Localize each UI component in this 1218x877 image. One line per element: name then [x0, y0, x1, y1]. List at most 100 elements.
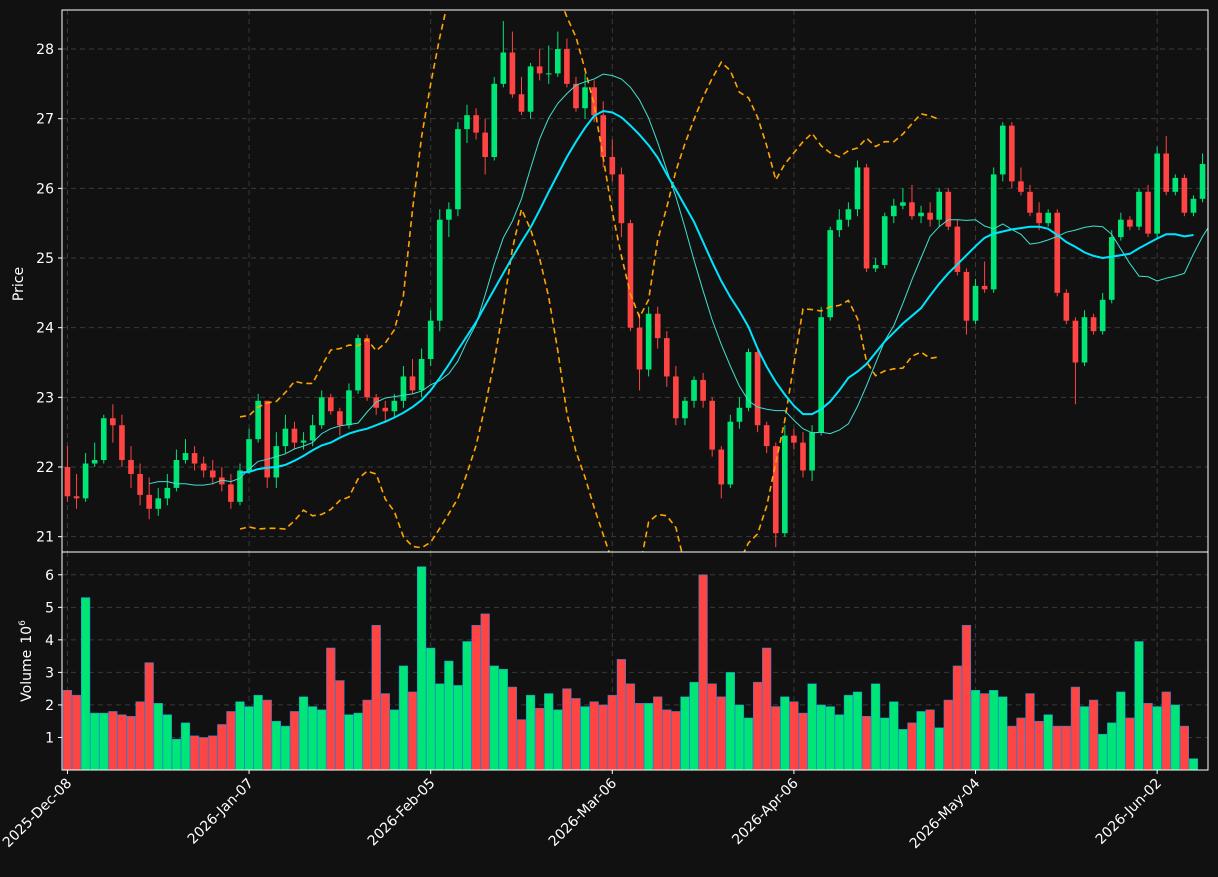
volume-bar	[771, 706, 781, 770]
candle	[918, 205, 924, 224]
candle	[936, 188, 943, 227]
lower-band-line	[239, 206, 940, 552]
candle-body	[110, 418, 116, 426]
candle	[364, 334, 370, 401]
candle	[854, 160, 861, 217]
candle	[346, 383, 352, 429]
candle-body	[800, 442, 806, 471]
volume-bar	[1107, 722, 1117, 770]
candle	[691, 376, 697, 408]
candle-body	[845, 209, 852, 220]
candle	[754, 348, 761, 433]
candle	[355, 334, 361, 394]
candle-body	[164, 487, 171, 499]
volume-bar	[99, 712, 109, 770]
candle	[663, 331, 670, 387]
volume-bar	[1061, 725, 1071, 770]
candle-body	[727, 421, 734, 485]
candle-body	[963, 271, 970, 321]
candle-body	[73, 496, 80, 499]
volume-bar	[644, 703, 654, 770]
candle-body	[482, 132, 488, 157]
candle	[673, 365, 679, 426]
volume-bar	[462, 641, 472, 770]
price-tick-label: 26	[36, 181, 54, 197]
candle	[954, 219, 961, 276]
volume-bar	[435, 683, 445, 770]
volume-bar	[544, 693, 554, 770]
price-marks	[64, 10, 1208, 552]
candle	[1072, 317, 1079, 405]
price-tick-label: 24	[36, 321, 54, 337]
candle-body	[337, 411, 343, 426]
candle-body	[137, 473, 143, 495]
volume-bar	[253, 694, 263, 770]
candle-body	[573, 83, 579, 109]
candle	[536, 49, 543, 81]
volume-bar	[1016, 717, 1026, 770]
candle-body	[682, 400, 688, 419]
candle-body	[418, 359, 425, 391]
volume-bar	[226, 711, 236, 770]
candle	[727, 414, 734, 488]
volume-bar	[553, 709, 563, 770]
volume-bar	[634, 703, 645, 770]
candle-body	[100, 418, 107, 461]
candle	[845, 202, 852, 227]
volume-bar	[371, 624, 381, 770]
candle	[509, 31, 516, 98]
candle-body	[536, 66, 543, 74]
candle-body	[1136, 191, 1142, 227]
candle	[182, 439, 189, 464]
candle-body	[182, 453, 189, 461]
candle-body	[500, 52, 507, 84]
candle-body	[155, 498, 162, 509]
candle	[627, 219, 634, 332]
candle	[455, 122, 461, 217]
candle	[945, 188, 952, 231]
candle	[1163, 136, 1170, 196]
volume-bar	[907, 722, 917, 770]
price-axis-label: Price	[11, 267, 27, 301]
volume-bar	[1170, 704, 1180, 770]
candle	[119, 414, 125, 468]
candle-body	[945, 191, 952, 227]
candle-body	[255, 400, 261, 440]
candle	[91, 442, 98, 468]
volume-bar	[1025, 693, 1035, 770]
candle	[1154, 146, 1160, 238]
candle	[700, 372, 706, 408]
volume-bar	[943, 699, 953, 770]
volume-tick-label: 2	[45, 698, 54, 714]
candle	[718, 446, 725, 499]
candle-body	[409, 376, 416, 391]
candle-body	[863, 167, 870, 269]
volume-grid	[62, 552, 1208, 770]
candle	[900, 188, 906, 210]
volume-bar	[244, 706, 254, 770]
volume-bar	[126, 716, 136, 770]
candle-body	[754, 352, 761, 426]
candle-body	[582, 87, 588, 109]
volume-bar	[743, 717, 754, 770]
volume-bar	[571, 698, 581, 770]
candle-body	[990, 174, 997, 290]
candle	[436, 209, 443, 332]
upper-band-line	[239, 10, 940, 418]
candle	[863, 163, 870, 272]
candle-body	[564, 49, 570, 84]
candle	[300, 432, 307, 450]
candle-body	[455, 129, 461, 210]
candle-body	[1072, 320, 1079, 363]
candle-body	[264, 400, 271, 478]
volume-yticks: 1 2 3 4 5 6	[45, 568, 62, 746]
volume-bar	[725, 672, 735, 770]
candle-body	[654, 313, 661, 339]
candle-body	[736, 407, 743, 422]
candle-body	[173, 460, 180, 488]
candle	[391, 393, 398, 419]
volume-bar	[762, 647, 772, 770]
candle	[927, 202, 933, 227]
candle-body	[772, 446, 779, 534]
volume-bar	[816, 704, 826, 770]
